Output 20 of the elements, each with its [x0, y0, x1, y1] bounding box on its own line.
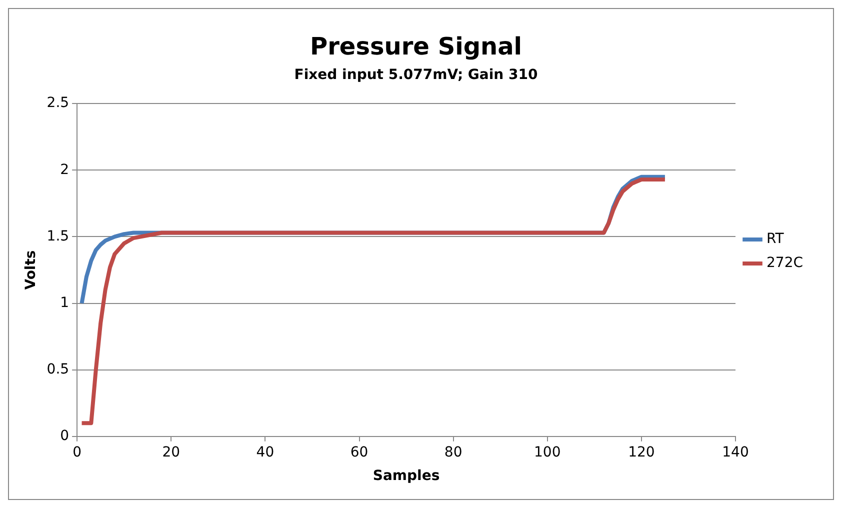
x-tick-label: 80 [444, 444, 462, 460]
x-tick-label: 0 [72, 444, 82, 460]
x-tick-label: 60 [350, 444, 368, 460]
x-tick-label: 100 [534, 444, 561, 460]
x-tick-label: 140 [722, 444, 749, 460]
legend-label: RT [766, 231, 784, 248]
y-tick-label: 1 [60, 294, 70, 311]
y-tick-label: 2.5 [46, 95, 70, 112]
chart-subtitle: Fixed input 5.077mV; Gain 310 [294, 66, 538, 83]
y-tick-label: 0 [60, 428, 70, 444]
y-tick-label: 0.5 [46, 361, 70, 378]
x-tick-label: 120 [628, 444, 655, 460]
chart-title: Pressure Signal [310, 32, 522, 61]
y-tick-label: 1.5 [46, 228, 70, 244]
y-axis-title: Volts [23, 250, 40, 290]
x-tick-label: 20 [162, 444, 180, 460]
y-tick-label: 2 [60, 162, 70, 178]
legend-label: 272C [766, 255, 804, 272]
x-tick-label: 40 [256, 444, 274, 460]
x-axis-title: Samples [372, 468, 440, 484]
